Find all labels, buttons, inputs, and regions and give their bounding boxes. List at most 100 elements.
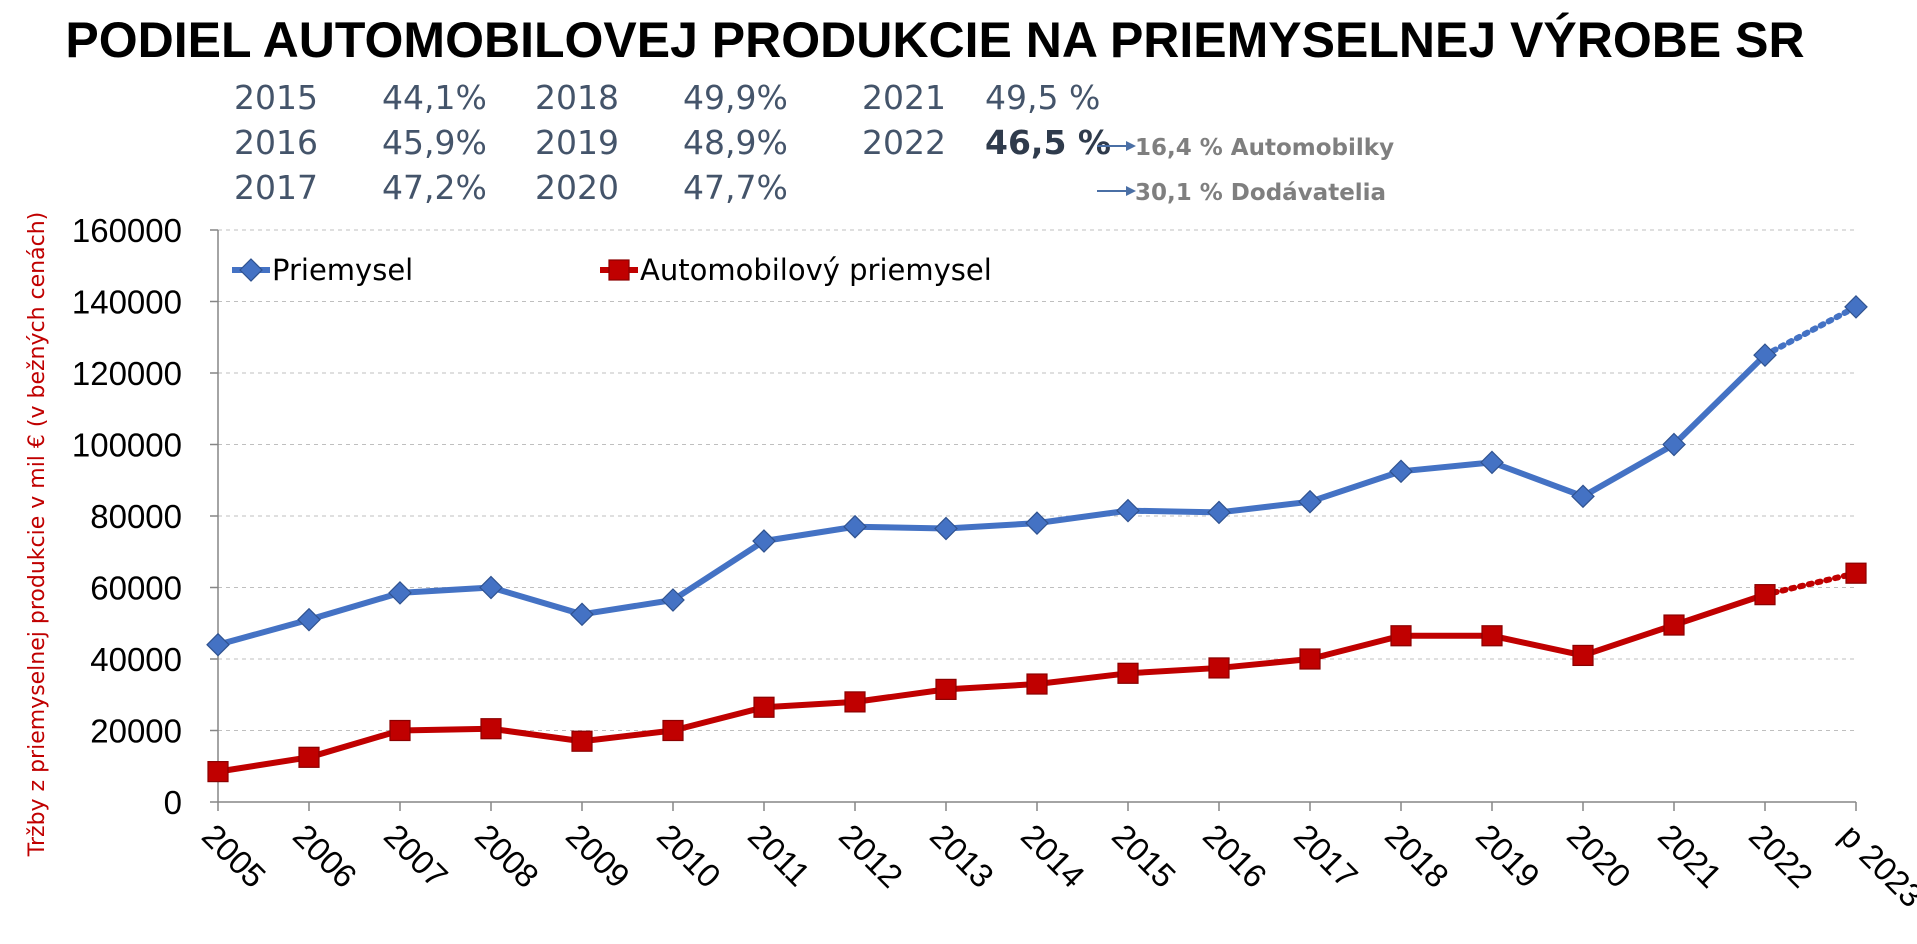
data-point [1753, 343, 1777, 367]
x-tick-label: 2014 [1014, 817, 1092, 895]
breakdown-item: 30,1 % Dodávatelia [1097, 180, 1386, 206]
data-point [661, 588, 685, 612]
y-tick-label: 120000 [72, 355, 182, 392]
data-point [297, 607, 321, 632]
data-point [1389, 459, 1413, 484]
x-tick-label: 2007 [377, 817, 455, 895]
data-point [1662, 432, 1686, 457]
legend-marker [239, 258, 263, 282]
y-tick-label: 100000 [72, 427, 182, 464]
x-tick-label: 2010 [650, 817, 728, 895]
y-axis: 0 20000 40000 60000 80000 100000 120000 140000 1… [72, 212, 219, 821]
share-year: 2019 [535, 123, 619, 162]
share-year: 2018 [535, 78, 619, 117]
x-tick-label: 2011 [741, 817, 817, 893]
chart-title: PODIEL AUTOMOBILOVEJ PRODUKCIE NA PRIEMY… [65, 12, 1804, 68]
y-tick-label: 0 [164, 784, 182, 821]
x-tick-label: 2009 [559, 817, 637, 895]
legend: Priemysel Automobilový priemysel [232, 253, 992, 287]
x-tick-label: p 2023 [1833, 817, 1917, 915]
data-point [389, 719, 411, 742]
series-automobilovy [207, 562, 1867, 783]
data-point [662, 719, 684, 742]
data-point [1571, 484, 1595, 509]
data-point [844, 691, 866, 713]
share-value: 45,9% [382, 123, 487, 162]
data-point [480, 718, 502, 740]
share-value: 49,5 % [985, 78, 1100, 117]
data-point [934, 516, 958, 541]
x-tick-label: 2020 [1560, 817, 1638, 895]
series-line [217, 352, 1768, 648]
legend-label: Priemysel [272, 253, 413, 287]
share-year: 2020 [535, 168, 619, 207]
series [206, 295, 1868, 783]
data-point [1026, 673, 1048, 695]
share-year: 2016 [234, 123, 318, 162]
data-point [935, 678, 957, 700]
x-tick-label: 2012 [832, 817, 910, 895]
y-tick-label: 40000 [90, 641, 182, 678]
data-point [1480, 450, 1504, 475]
share-table: 2015 44,1% 2016 45,9% 2017 47,2% 2018 49,9% 2019… [234, 78, 1111, 207]
share-year: 2015 [234, 78, 318, 117]
arrow-head-icon [1126, 186, 1136, 196]
breakdown-label: 30,1 % Dodávatelia [1135, 180, 1386, 206]
legend-marker [608, 259, 630, 281]
data-point [1207, 500, 1231, 525]
share-value: 49,9% [683, 78, 788, 117]
x-tick-label: 2017 [1287, 817, 1365, 895]
data-point [207, 761, 229, 783]
y-tick-label: 60000 [90, 570, 182, 607]
data-point [1298, 489, 1322, 514]
data-point [1845, 562, 1867, 584]
x-axis: 2005 2006 2007 2008 2009 2010 2011 2012 2013 2014… [195, 801, 1917, 915]
data-point [753, 696, 775, 718]
data-point [1572, 644, 1594, 667]
x-tick-label: 2016 [1196, 817, 1274, 895]
y-tick-label: 80000 [90, 498, 182, 535]
data-point [752, 529, 776, 553]
x-tick-label: 2013 [923, 817, 1001, 895]
breakdown-label: 16,4 % Automobilky [1135, 135, 1394, 161]
share-year: 2021 [862, 78, 946, 117]
series-line-projection [1762, 303, 1859, 359]
data-point [843, 514, 867, 539]
data-point [479, 575, 503, 600]
x-tick-label: 2008 [468, 817, 546, 895]
share-value: 47,7% [683, 168, 788, 207]
data-point [570, 602, 594, 627]
data-point [1117, 662, 1139, 684]
series-line [217, 591, 1766, 775]
x-tick-label: 2021 [1651, 817, 1729, 895]
data-point [1844, 295, 1868, 319]
share-value: 46,5 % [985, 123, 1111, 162]
y-tick-label: 140000 [72, 284, 182, 321]
data-point [1663, 614, 1685, 636]
y-tick-label: 160000 [72, 212, 182, 249]
x-tick-label: 2006 [286, 817, 364, 895]
data-point [388, 581, 412, 605]
series-line-projection [1762, 570, 1859, 598]
legend-label: Automobilový priemysel [640, 253, 992, 287]
data-point [1025, 511, 1049, 535]
x-tick-label: 2022 [1742, 817, 1820, 895]
data-point [1481, 625, 1503, 647]
breakdown: 16,4 % Automobilky 30,1 % Dodávatelia [1097, 135, 1394, 206]
share-year: 2017 [234, 168, 318, 207]
breakdown-item: 16,4 % Automobilky [1097, 135, 1394, 161]
data-point [298, 746, 320, 768]
data-point [1116, 498, 1140, 523]
x-tick-label: 2018 [1378, 817, 1456, 895]
x-tick-label: 2005 [195, 817, 273, 895]
legend-item: Priemysel [232, 253, 413, 287]
series-priemysel [206, 295, 1868, 657]
legend-item: Automobilový priemysel [600, 253, 992, 287]
arrow-head-icon [1126, 141, 1136, 151]
data-point [1754, 584, 1776, 606]
data-point [1390, 625, 1412, 647]
data-point [1299, 648, 1321, 670]
y-tick-label: 20000 [90, 713, 182, 750]
data-point [571, 730, 593, 752]
